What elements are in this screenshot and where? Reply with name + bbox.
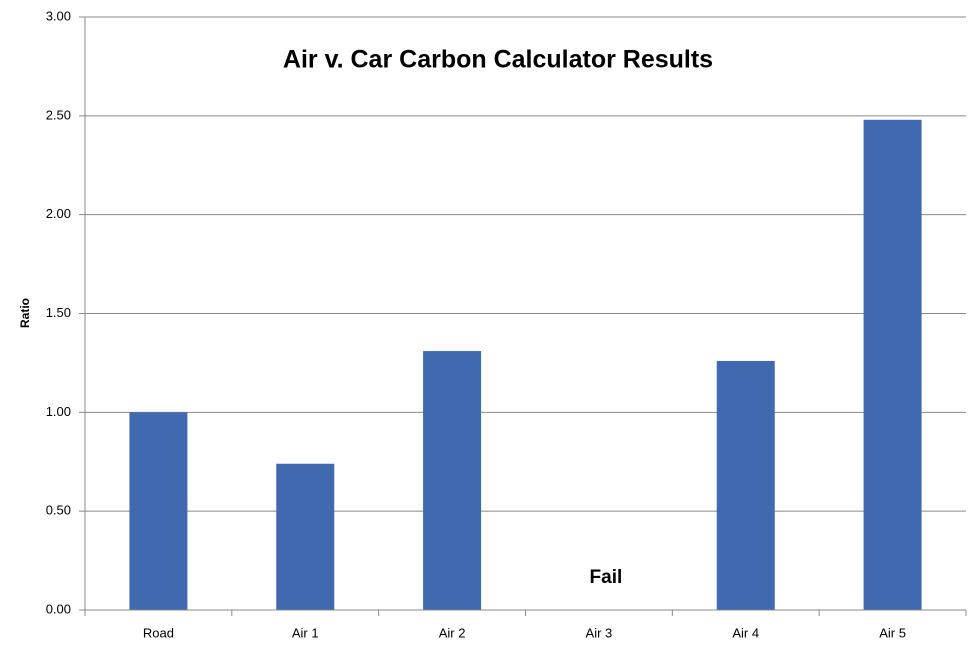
bar xyxy=(423,351,482,610)
y-tick-label: 1.00 xyxy=(46,404,71,419)
y-tick-label: 0.50 xyxy=(46,503,71,518)
x-tick-label: Air 1 xyxy=(292,625,319,640)
bar xyxy=(276,463,335,610)
x-tick-label: Road xyxy=(143,625,174,640)
bar xyxy=(129,412,188,610)
chart-title: Air v. Car Carbon Calculator Results xyxy=(283,46,713,74)
y-tick-label: 3.00 xyxy=(46,8,71,23)
x-tick-label: Air 3 xyxy=(586,625,613,640)
bar xyxy=(863,119,922,610)
x-tick-label: Air 4 xyxy=(732,625,759,640)
bar xyxy=(716,360,775,610)
x-tick-label: Air 5 xyxy=(879,625,906,640)
x-tick-label: Air 2 xyxy=(439,625,466,640)
annotation: Fail xyxy=(590,567,623,588)
y-tick-label: 1.50 xyxy=(46,305,71,320)
y-tick-label: 0.00 xyxy=(46,601,71,616)
y-axis-label: Ratio xyxy=(18,298,32,328)
y-tick-label: 2.50 xyxy=(46,107,71,122)
y-tick-label: 2.00 xyxy=(46,206,71,221)
